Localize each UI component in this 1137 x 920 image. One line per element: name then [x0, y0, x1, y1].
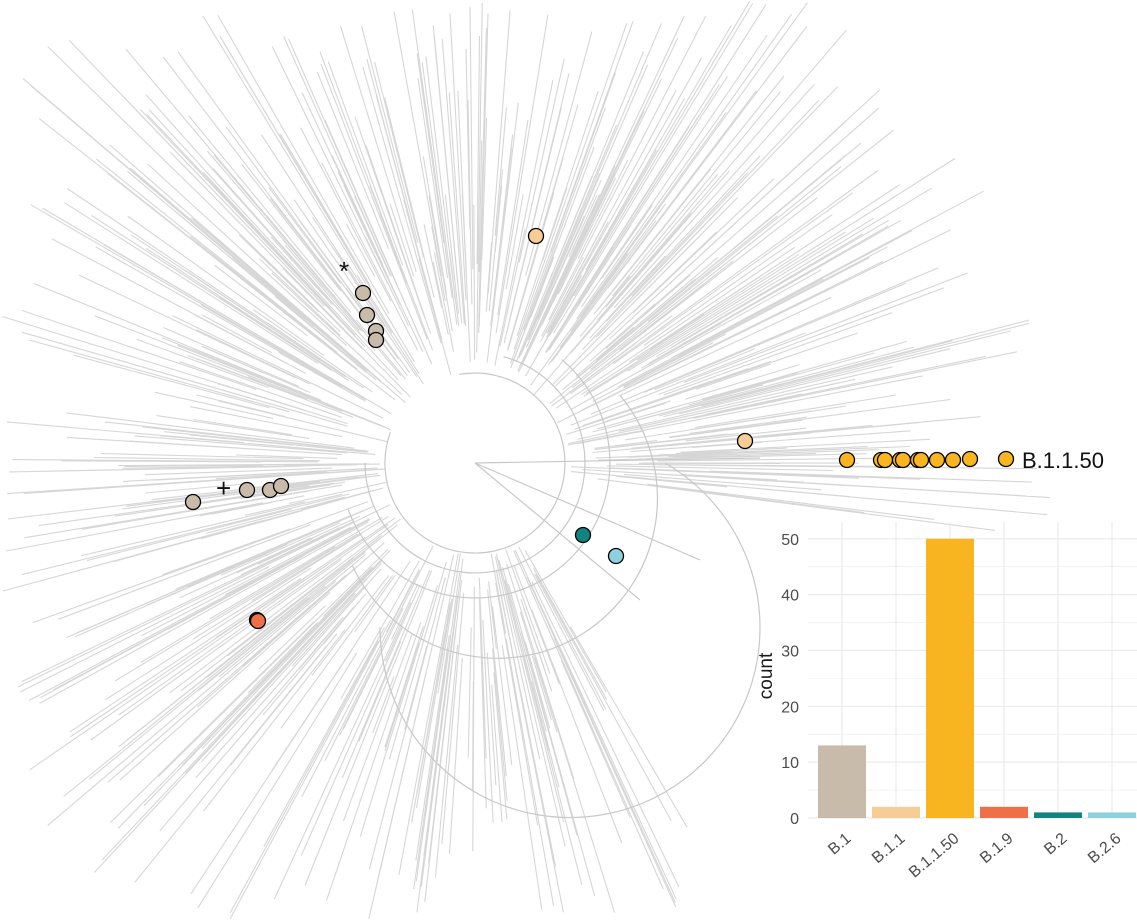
tip-point — [944, 451, 962, 469]
y-tick-label: 50 — [781, 532, 799, 549]
chart-bars — [818, 538, 1136, 818]
tip-point — [527, 227, 545, 245]
tip-point — [272, 477, 290, 495]
tip-point — [184, 493, 202, 511]
tree-branches — [2, 1, 1050, 920]
y-tick-labels: 0 10 20 30 40 50 — [781, 532, 799, 828]
x-tick-labels: B.1 B.1.1B.1.1.50 B.1.9 B.2 B.2.6 — [825, 830, 1124, 881]
tip-point — [358, 306, 376, 324]
tip-point — [838, 451, 856, 469]
tip-point — [961, 450, 979, 468]
bar-B.1.9 — [980, 806, 1028, 818]
x-tick-label: B.1.1 — [869, 830, 909, 867]
y-tick-label: 10 — [781, 755, 799, 772]
tip-point — [894, 451, 912, 469]
bar-B.2.6 — [1088, 812, 1136, 818]
tip-point — [607, 547, 625, 565]
tip-point — [574, 526, 592, 544]
tip-point — [997, 450, 1015, 468]
x-tick-label: B.1 — [825, 830, 854, 859]
count-bar-chart: 0 10 20 30 40 50 B.1 B.1.1B.1.1.50 B.1.9 B.2 B.2.… — [756, 522, 1137, 881]
tip-point — [736, 432, 754, 450]
bar-B.1.1.50 — [926, 538, 974, 818]
tip-point — [928, 451, 946, 469]
tree-inner-arcs — [347, 356, 761, 819]
plus-marker: + — [216, 473, 231, 503]
tree-tip-points — [184, 227, 1015, 630]
bar-B.1.1 — [872, 806, 920, 818]
tree-annotations: * + B.1.1.50 — [216, 256, 1104, 503]
x-tick-label: B.1.1.50 — [906, 830, 963, 881]
tip-point — [912, 451, 930, 469]
tip-point — [367, 331, 385, 349]
tip-point — [876, 451, 894, 469]
x-tick-label: B.1.9 — [977, 830, 1017, 867]
y-tick-label: 30 — [781, 643, 799, 660]
bar-B.2 — [1034, 812, 1082, 818]
tip-point — [249, 612, 267, 630]
bar-B.1 — [818, 745, 866, 818]
x-tick-label: B.2 — [1041, 830, 1070, 859]
phylogenetic-tree — [2, 1, 1050, 920]
asterisk-marker: * — [339, 256, 349, 286]
tip-point — [354, 284, 372, 302]
tree-long-branches — [474, 457, 761, 601]
y-tick-label: 40 — [781, 588, 799, 605]
x-tick-label: B.2.6 — [1085, 830, 1125, 867]
y-axis-title: count — [756, 652, 777, 699]
clade-label: B.1.1.50 — [1022, 448, 1104, 473]
y-tick-label: 20 — [781, 699, 799, 716]
tip-point — [238, 481, 256, 499]
y-tick-label: 0 — [790, 811, 799, 828]
